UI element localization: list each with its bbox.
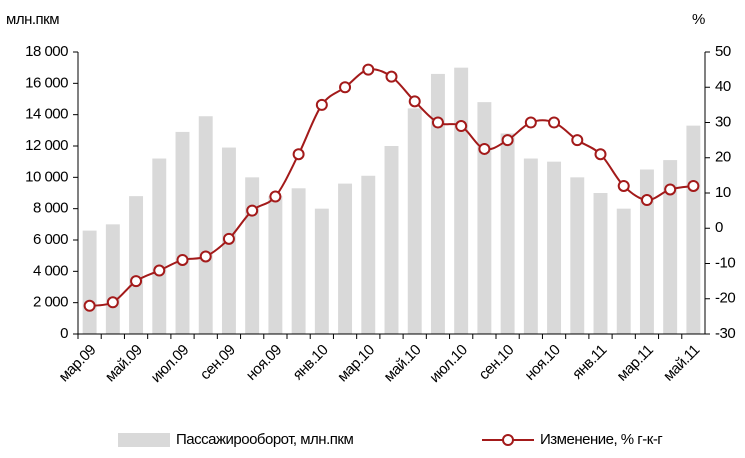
y-tick-label: 0 — [60, 325, 68, 342]
marker — [269, 190, 282, 203]
marker — [385, 70, 398, 83]
y2-tick-label: 10 — [715, 184, 731, 201]
y2-axis-label: % — [692, 11, 705, 28]
y-tick-label: 4 000 — [33, 262, 68, 279]
bar — [361, 175, 376, 334]
y2-tick-label: 0 — [715, 219, 723, 236]
bar — [616, 208, 631, 334]
bar — [547, 161, 562, 334]
legend-label: Пассажирооборот, млн.пкм — [176, 431, 353, 448]
bar — [407, 108, 422, 335]
marker — [640, 194, 653, 207]
x-tick-label: май.11 — [660, 342, 703, 385]
marker — [315, 98, 328, 111]
bar — [105, 224, 120, 334]
y-tick-label: 10 000 — [25, 168, 68, 185]
bar — [152, 158, 167, 334]
marker — [617, 179, 630, 192]
marker — [664, 183, 677, 196]
marker — [292, 148, 305, 161]
y-axis-label: млн.пкм — [6, 11, 59, 28]
bar — [477, 102, 492, 334]
bar — [82, 230, 97, 334]
y-tick-label: 12 000 — [25, 137, 68, 154]
bar — [291, 188, 306, 334]
bar — [175, 131, 190, 334]
marker — [83, 299, 96, 312]
bar — [268, 196, 283, 334]
y2-tick-label: -20 — [715, 290, 735, 307]
marker — [594, 148, 607, 161]
marker — [106, 296, 119, 309]
x-tick-label: ноя.10 — [522, 342, 564, 384]
bar — [338, 183, 353, 334]
y-tick-label: 2 000 — [33, 294, 68, 311]
y2-tick-label: 20 — [715, 149, 731, 166]
y-tick-label: 14 000 — [25, 106, 68, 123]
x-tick-label: янв.10 — [290, 342, 332, 384]
marker — [455, 120, 468, 133]
bar — [198, 116, 213, 334]
marker — [501, 134, 514, 147]
bar — [639, 169, 654, 334]
marker — [362, 63, 375, 76]
marker — [408, 95, 421, 108]
x-tick-label: мар.10 — [334, 342, 378, 386]
y2-tick-label: 40 — [715, 78, 731, 95]
bar — [430, 73, 445, 334]
x-tick-label: июл.09 — [148, 342, 193, 387]
bar — [314, 208, 329, 334]
marker — [222, 232, 235, 245]
bar — [500, 133, 515, 334]
x-tick-label: сен.10 — [476, 342, 518, 384]
bar — [663, 160, 678, 334]
marker — [130, 275, 143, 288]
marker — [687, 179, 700, 192]
x-tick-label: июл.10 — [426, 342, 471, 387]
x-tick-label: ноя.09 — [243, 342, 285, 384]
bar — [129, 196, 144, 334]
bar — [523, 158, 538, 334]
x-tick-label: мар.11 — [614, 342, 657, 385]
bar — [454, 67, 469, 335]
x-tick-label: мар.09 — [56, 342, 100, 386]
legend-label: Изменение, % г-к-г — [540, 431, 663, 448]
bar — [593, 193, 608, 334]
marker — [478, 142, 491, 155]
bar — [686, 125, 701, 334]
x-tick-label: май.10 — [381, 342, 425, 386]
y-tick-label: 18 000 — [25, 43, 68, 60]
y-tick-label: 8 000 — [33, 200, 68, 217]
y2-tick-label: -10 — [715, 254, 735, 271]
marker — [431, 116, 444, 129]
legend-swatch — [502, 434, 514, 446]
bar — [245, 177, 260, 334]
marker — [339, 81, 352, 94]
x-tick-label: май.09 — [102, 342, 146, 386]
bar — [570, 177, 585, 334]
marker — [571, 134, 584, 147]
marker — [176, 253, 189, 266]
y-tick-label: 16 000 — [25, 74, 68, 91]
x-tick-label: янв.11 — [569, 342, 610, 383]
marker — [524, 116, 537, 129]
x-tick-label: сен.09 — [197, 342, 239, 384]
marker — [548, 116, 561, 129]
y-tick-label: 6 000 — [33, 231, 68, 248]
bar — [384, 146, 399, 334]
y2-tick-label: -30 — [715, 325, 735, 342]
marker — [199, 250, 212, 263]
legend-swatch — [118, 433, 170, 447]
y2-tick-label: 50 — [715, 43, 731, 60]
y2-tick-label: 30 — [715, 113, 731, 130]
marker — [246, 204, 259, 217]
marker — [153, 264, 166, 277]
